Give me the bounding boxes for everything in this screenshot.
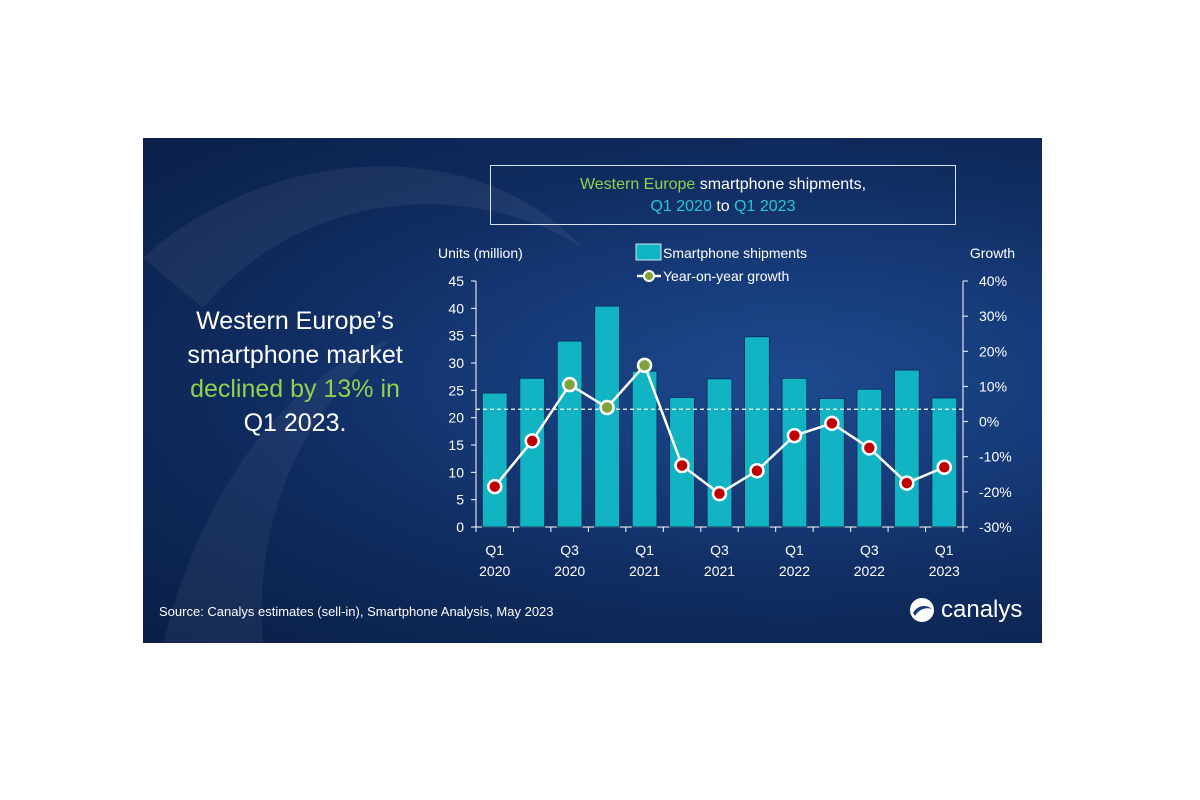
headline-text: Western Europe’s smartphone market decli…: [161, 304, 429, 440]
title-region: Western Europe: [579, 176, 696, 193]
right-tick-label: -30%: [979, 519, 1012, 535]
headline-line4: Q1 2023.: [243, 409, 347, 437]
growth-point-negative: [711, 485, 728, 502]
right-tick-label: 40%: [979, 273, 1007, 289]
left-tick-label: 45: [448, 273, 464, 289]
x-tick-label-year: 2021: [629, 563, 660, 579]
left-tick-label: 35: [448, 328, 464, 344]
chart-title-line1: Western Europe smartphone shipments,: [491, 174, 955, 196]
left-tick-label: 30: [448, 355, 464, 371]
left-axis-title: Units (million): [438, 245, 523, 261]
x-tick-label-quarter: Q3: [860, 542, 879, 558]
chart-title-line2: Q1 2020 to Q1 2023: [491, 196, 955, 218]
growth-point-negative: [786, 427, 803, 444]
legend-line-label: Year-on-year growth: [663, 268, 789, 284]
x-tick-label-year: 2022: [779, 563, 810, 579]
left-tick-label: 15: [448, 437, 464, 453]
left-tick-label: 25: [448, 382, 464, 398]
title-start-period: Q1 2020: [650, 198, 712, 215]
left-tick-label: 5: [456, 492, 464, 508]
right-tick-label: -20%: [979, 484, 1012, 500]
left-tick-label: 10: [448, 464, 464, 480]
x-tick-label-year: 2023: [929, 563, 960, 579]
x-tick-label-year: 2020: [479, 563, 510, 579]
growth-point-negative: [524, 433, 540, 449]
growth-point-negative: [936, 459, 953, 476]
x-tick-label-year: 2020: [554, 563, 585, 579]
right-tick-label: 20%: [979, 343, 1007, 359]
headline-line3: declined by 13% in: [190, 375, 400, 403]
x-tick-label-quarter: Q1: [635, 542, 654, 558]
bar-shipments: [894, 369, 920, 528]
right-tick-label: -10%: [979, 449, 1012, 465]
chart-panel: Western Europe smartphone shipments, Q1 …: [143, 138, 1042, 643]
x-tick-label-quarter: Q1: [935, 542, 954, 558]
growth-point-negative: [486, 478, 503, 495]
source-note: Source: Canalys estimates (sell-in), Sma…: [159, 604, 554, 619]
title-rest: smartphone shipments,: [695, 176, 867, 193]
canalys-logo: canalys: [909, 596, 1022, 624]
legend-bar-label: Smartphone shipments: [663, 245, 807, 261]
x-tick-label-quarter: Q1: [485, 542, 504, 558]
bar-shipments: [781, 377, 808, 528]
x-tick-label-quarter: Q3: [710, 542, 729, 558]
legend-bar-swatch: [635, 243, 662, 261]
bar-shipments: [594, 305, 620, 528]
left-tick-label: 0: [456, 519, 464, 535]
right-tick-label: 30%: [979, 308, 1007, 324]
bar-shipments: [631, 370, 658, 528]
title-end-period: Q1 2023: [734, 198, 796, 215]
title-to: to: [711, 198, 735, 215]
growth-point-positive: [561, 376, 578, 393]
left-tick-label: 20: [448, 410, 464, 426]
chart-svg: 0 5 10 15 20 25 30 35 40 45 -30% -20% -10% 0% 10% 20% 30…: [438, 243, 1015, 579]
growth-point-negative: [824, 415, 840, 432]
headline-line2: smartphone market: [187, 341, 403, 369]
legend-line-marker: [643, 270, 655, 282]
growth-point-negative: [674, 457, 690, 474]
chart-title-box: Western Europe smartphone shipments, Q1 …: [490, 165, 956, 225]
bar-shipments: [706, 378, 733, 528]
canalys-logo-text: canalys: [941, 596, 1023, 623]
x-tick-label-year: 2022: [854, 563, 885, 579]
bar-shipments: [856, 388, 883, 528]
right-tick-label: 10%: [979, 378, 1007, 394]
bar-shipments: [556, 340, 583, 528]
background-swirl: [143, 166, 583, 643]
growth-point-positive: [636, 357, 653, 374]
right-tick-label: 0%: [979, 414, 999, 430]
bar-shipments: [744, 336, 770, 528]
headline-line1: Western Europe’s: [196, 307, 394, 335]
growth-point-negative: [749, 463, 765, 479]
canalys-logo-icon: [910, 598, 934, 622]
x-tick-label-quarter: Q1: [785, 542, 804, 558]
growth-point-negative: [861, 440, 878, 456]
bar-shipments: [481, 392, 508, 528]
growth-point-positive: [599, 399, 615, 416]
x-tick-label-year: 2021: [704, 563, 735, 579]
right-axis-title: Growth: [970, 245, 1015, 261]
left-tick-label: 40: [448, 300, 464, 316]
growth-point-negative: [899, 475, 915, 491]
x-tick-label-quarter: Q3: [560, 542, 579, 558]
